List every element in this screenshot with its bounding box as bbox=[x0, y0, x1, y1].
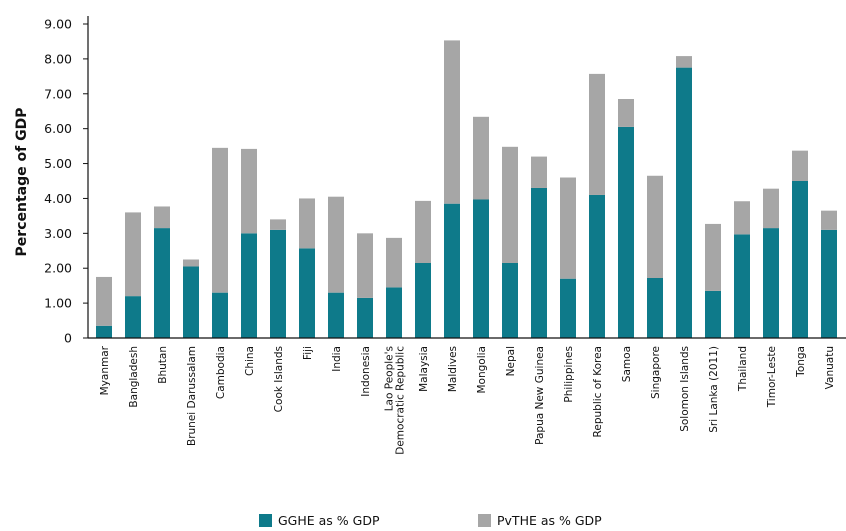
x-category-label: Timor-Leste bbox=[766, 346, 778, 408]
bar-segment-pvthe bbox=[734, 201, 750, 235]
bar-segment-gghe bbox=[241, 233, 257, 338]
y-tick-label: 3.00 bbox=[44, 226, 72, 241]
x-category-label: Lao People's bbox=[384, 346, 396, 411]
y-tick-label: 9.00 bbox=[44, 17, 72, 32]
bar-segment-gghe bbox=[560, 278, 576, 338]
x-category-label: Mongolia bbox=[476, 346, 488, 394]
y-tick-label: 2.00 bbox=[44, 261, 72, 276]
bar-segment-gghe bbox=[96, 325, 112, 338]
bar-segment-gghe bbox=[676, 67, 692, 338]
y-tick-label: 5.00 bbox=[44, 156, 72, 171]
bar-segment-pvthe bbox=[299, 198, 315, 249]
bar-segment-pvthe bbox=[241, 148, 257, 234]
y-tick-label: 7.00 bbox=[44, 86, 72, 101]
bar-segment-gghe bbox=[502, 262, 518, 338]
x-category-label: Maldives bbox=[447, 346, 459, 392]
bar-segment-pvthe bbox=[618, 99, 634, 127]
y-tick-label: 6.00 bbox=[44, 121, 72, 136]
x-category-label: China bbox=[244, 346, 256, 376]
y-axis-title: Percentage of GDP bbox=[14, 108, 30, 257]
x-category-label: Cook Islands bbox=[273, 346, 285, 412]
legend-item-pvthe: PvTHE as % GDP bbox=[478, 513, 602, 528]
bar-segment-pvthe bbox=[96, 276, 112, 326]
y-tick-label: 0 bbox=[64, 331, 72, 346]
bar-segment-pvthe bbox=[647, 175, 663, 278]
bar-segment-pvthe bbox=[183, 259, 199, 267]
y-tick-label: 4.00 bbox=[44, 191, 72, 206]
legend-item-gghe: GGHE as % GDP bbox=[259, 513, 380, 528]
bar-segment-pvthe bbox=[154, 206, 170, 229]
bar-segment-pvthe bbox=[357, 233, 373, 298]
bar-segment-gghe bbox=[647, 277, 663, 338]
x-category-label: Tonga bbox=[795, 346, 807, 378]
bar-segment-pvthe bbox=[212, 147, 228, 293]
bar-segment-pvthe bbox=[386, 237, 402, 288]
y-tick-label: 8.00 bbox=[44, 51, 72, 66]
bar-segment-pvthe bbox=[792, 150, 808, 181]
bar-segment-pvthe bbox=[502, 146, 518, 263]
legend-swatch-pvthe bbox=[478, 514, 491, 527]
bar-segment-gghe bbox=[415, 262, 431, 338]
bar-segment-gghe bbox=[444, 203, 460, 338]
bar-segment-gghe bbox=[183, 266, 199, 338]
bar-segment-gghe bbox=[705, 290, 721, 338]
bar-segment-gghe bbox=[386, 287, 402, 338]
x-category-label: Brunei Darussalam bbox=[186, 346, 198, 446]
x-category-label: Republic of Korea bbox=[592, 346, 604, 437]
bar-segment-pvthe bbox=[125, 212, 141, 297]
bar-segment-gghe bbox=[299, 248, 315, 338]
chart-legend: GGHE as % GDP PvTHE as % GDP bbox=[0, 510, 846, 530]
bar-segment-gghe bbox=[357, 297, 373, 338]
x-category-label: Thailand bbox=[737, 346, 749, 392]
x-category-label: Cambodia bbox=[215, 346, 227, 399]
legend-swatch-gghe bbox=[259, 514, 272, 527]
legend-label-pvthe: PvTHE as % GDP bbox=[497, 513, 602, 528]
bar-segment-gghe bbox=[270, 229, 286, 338]
bar-segment-pvthe bbox=[560, 177, 576, 279]
bar-segment-gghe bbox=[531, 187, 547, 338]
bar-segment-gghe bbox=[618, 126, 634, 338]
bar-segment-pvthe bbox=[444, 40, 460, 204]
x-category-label: India bbox=[331, 346, 343, 372]
y-tick-label: 1.00 bbox=[44, 296, 72, 311]
bar-segment-pvthe bbox=[328, 196, 344, 293]
x-category-label: Vanuatu bbox=[824, 346, 836, 389]
bar-segment-gghe bbox=[328, 292, 344, 338]
x-category-label: Bangladesh bbox=[128, 346, 140, 408]
x-category-label: Malaysia bbox=[418, 346, 430, 392]
x-category-label: Fiji bbox=[302, 346, 314, 360]
x-category-label: Democratic Republic bbox=[395, 346, 407, 455]
x-category-label: Samoa bbox=[621, 346, 633, 382]
bar-segment-gghe bbox=[154, 228, 170, 338]
bar-segment-gghe bbox=[763, 228, 779, 338]
x-category-label: Nepal bbox=[505, 346, 517, 376]
x-category-label: Papua New Guinea bbox=[534, 346, 546, 445]
bar-segment-pvthe bbox=[473, 116, 489, 200]
x-category-label: Sri Lanka (2011) bbox=[708, 346, 720, 433]
bar-segment-pvthe bbox=[589, 73, 605, 195]
x-category-label: Singapore bbox=[650, 346, 662, 399]
bar-segment-pvthe bbox=[821, 210, 837, 230]
bar-segment-gghe bbox=[821, 229, 837, 338]
bar-segment-gghe bbox=[734, 234, 750, 338]
bar-segment-pvthe bbox=[270, 219, 286, 230]
x-category-label: Philippines bbox=[563, 346, 575, 403]
x-category-label: Indonesia bbox=[360, 346, 372, 397]
legend-label-gghe: GGHE as % GDP bbox=[278, 513, 380, 528]
bar-segment-pvthe bbox=[415, 200, 431, 263]
bar-segment-pvthe bbox=[763, 188, 779, 229]
bar-segment-gghe bbox=[473, 199, 489, 338]
bar-segment-pvthe bbox=[531, 156, 547, 188]
x-category-label: Myanmar bbox=[99, 345, 111, 395]
bar-segment-gghe bbox=[589, 194, 605, 338]
bar-segment-gghe bbox=[792, 181, 808, 338]
x-category-label: Solomon Islands bbox=[679, 346, 691, 432]
x-category-label: Bhutan bbox=[157, 346, 169, 384]
bar-segment-pvthe bbox=[676, 56, 692, 68]
bar-segment-gghe bbox=[125, 296, 141, 338]
bar-segment-gghe bbox=[212, 292, 228, 338]
bar-segment-pvthe bbox=[705, 223, 721, 291]
chart-canvas: Percentage of GDP 0 1.00 2.00 3.00 4.00 5.00 6… bbox=[14, 16, 846, 455]
